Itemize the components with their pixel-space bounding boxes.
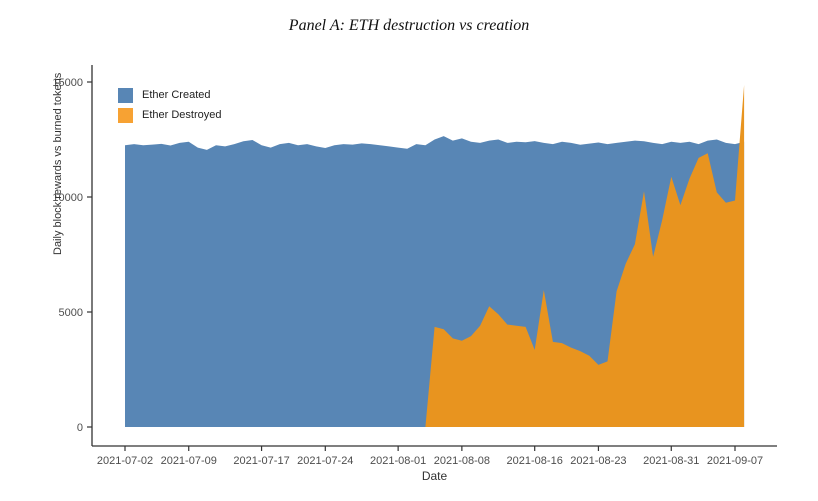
legend-label-destroyed: Ether Destroyed — [142, 109, 222, 121]
x-tick-label: 2021-08-31 — [643, 455, 699, 467]
x-tick-label: 2021-07-09 — [161, 455, 217, 467]
x-tick-label: 2021-08-01 — [370, 455, 426, 467]
legend-item-created: Ether Created — [118, 85, 221, 105]
x-tick-label: 2021-08-16 — [507, 455, 563, 467]
y-tick-label: 15000 — [52, 77, 83, 89]
chart-legend: Ether Created Ether Destroyed — [118, 85, 221, 125]
y-tick-label: 0 — [77, 422, 83, 434]
ether-destroyed-area — [125, 85, 745, 427]
x-tick-label: 2021-09-07 — [707, 455, 763, 467]
chart-title: Panel A: ETH destruction vs creation — [288, 17, 530, 34]
x-tick-label: 2021-07-02 — [97, 455, 153, 467]
x-tick-label: 2021-08-08 — [434, 455, 490, 467]
y-tick-label: 5000 — [59, 307, 83, 319]
x-tick-label: 2021-07-24 — [297, 455, 353, 467]
legend-label-created: Ether Created — [142, 89, 211, 101]
x-tick-label: 2021-08-23 — [570, 455, 626, 467]
x-axis-title: Date — [421, 469, 448, 483]
legend-item-destroyed: Ether Destroyed — [118, 105, 221, 125]
x-tick-label: 2021-07-17 — [233, 455, 289, 467]
ether-created-swatch — [118, 87, 133, 103]
ether-created-area — [125, 136, 745, 427]
ether-destroyed-swatch — [118, 107, 133, 123]
y-tick-label: 10000 — [52, 192, 83, 204]
